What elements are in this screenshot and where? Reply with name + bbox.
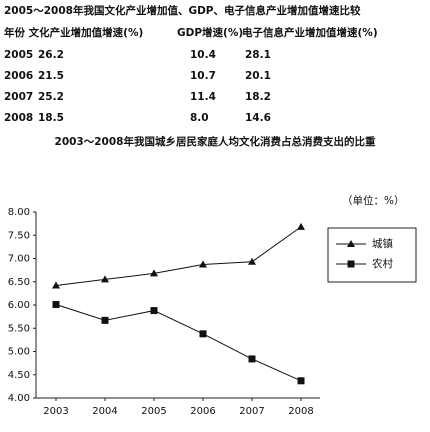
legend-label: 城镇 <box>372 237 393 250</box>
table-cell: 2007 <box>4 91 33 103</box>
y-tick-label: 5.50 <box>8 323 30 334</box>
table-title: 2005～2008年我国文化产业增加值、GDP、电子信息产业增加值增速比较 <box>4 4 361 17</box>
legend-marker <box>347 240 355 247</box>
point <box>101 316 109 324</box>
line <box>55 304 302 382</box>
point <box>297 222 305 230</box>
legend-box <box>327 227 417 283</box>
point <box>199 330 207 338</box>
point <box>297 377 305 385</box>
table-header: GDP增速(%) <box>177 26 243 39</box>
y-tick-label: 7.00 <box>8 254 30 265</box>
table-cell: 8.0 <box>190 112 209 124</box>
table-cell: 28.1 <box>245 49 271 61</box>
line <box>55 226 302 286</box>
table-cell: 10.7 <box>190 70 216 82</box>
point <box>150 269 158 277</box>
table-cell: 18.5 <box>38 112 64 124</box>
table-cell: 2005 <box>4 49 33 61</box>
table-cell: 25.2 <box>38 91 64 103</box>
y-tick-label: 5.00 <box>8 347 30 358</box>
y-tick-label: 6.50 <box>8 277 30 288</box>
x-tick-label: 2005 <box>141 406 166 417</box>
table-cell: 2008 <box>4 112 33 124</box>
x-tick-label: 2004 <box>92 406 117 417</box>
x-tick-label: 2003 <box>43 406 68 417</box>
point <box>52 301 60 309</box>
x-tick-label: 2006 <box>190 406 215 417</box>
table-cell: 11.4 <box>190 91 216 103</box>
y-tick-label: 7.50 <box>8 230 30 241</box>
table-cell: 18.2 <box>245 91 271 103</box>
point <box>101 275 109 283</box>
y-tick-label: 4.50 <box>8 370 30 381</box>
table-header: 电子信息产业增加值增速(%) <box>242 26 378 39</box>
table-cell: 20.1 <box>245 70 271 82</box>
legend-marker <box>347 260 355 268</box>
point <box>199 260 207 268</box>
table-header: 年份 文化产业增加值增速(%) <box>4 26 143 39</box>
point <box>150 307 158 315</box>
y-tick-label: 4.00 <box>8 393 30 404</box>
y-tick-label: 8.00 <box>8 207 30 218</box>
table-cell: 14.6 <box>245 112 271 124</box>
y-tick-label: 6.00 <box>8 300 30 311</box>
annotation: （单位：%） <box>342 194 404 207</box>
point <box>248 355 256 363</box>
x-tick-label: 2007 <box>239 406 264 417</box>
table-cell: 26.2 <box>38 49 64 61</box>
legend-label: 农村 <box>372 257 393 270</box>
table-cell: 21.5 <box>38 70 64 82</box>
point <box>248 257 256 265</box>
x-tick-label: 2008 <box>288 406 313 417</box>
table-cell: 2006 <box>4 70 33 82</box>
chart-title: 2003～2008年我国城乡居民家庭人均文化消费占总消费支出的比重 <box>55 135 376 148</box>
table-cell: 10.4 <box>190 49 216 61</box>
point <box>52 281 60 289</box>
